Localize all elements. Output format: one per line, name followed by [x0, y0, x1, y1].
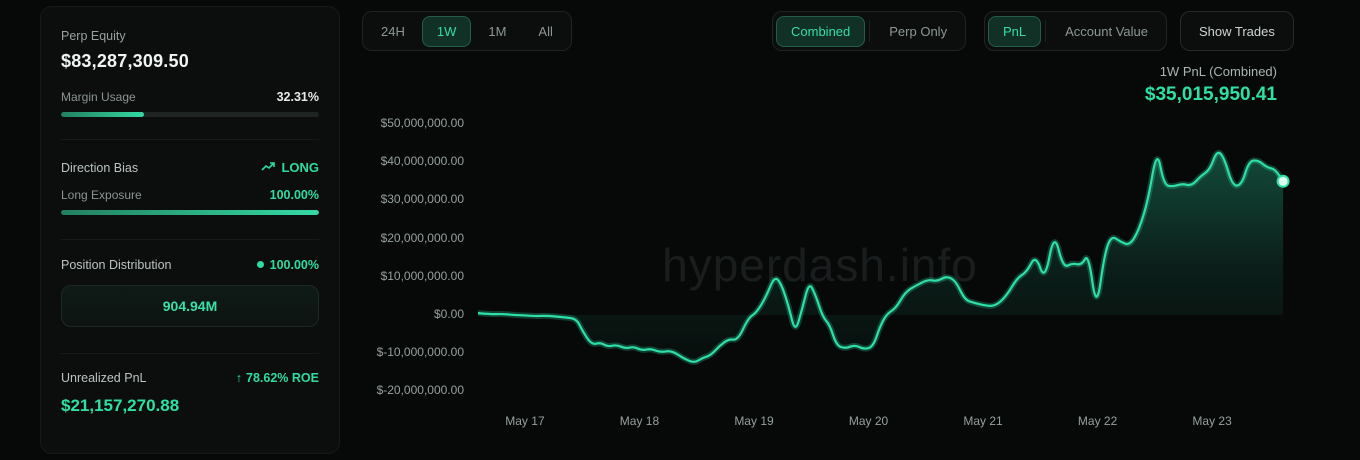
x-axis: May 17 May 18 May 19 May 20 May 21 May 22 May …: [0, 414, 1360, 434]
divider: [61, 139, 319, 140]
y-tick-label: $-10,000,000.00: [376, 345, 464, 360]
margin-usage-label: Margin Usage: [61, 90, 136, 104]
long-dot-icon: [256, 261, 264, 268]
chart-title: 1W PnL (Combined): [1159, 64, 1277, 79]
pnl-chart[interactable]: [478, 110, 1290, 402]
metric-account-value-button[interactable]: Account Value: [1050, 16, 1163, 47]
y-tick-label: $50,000,000.00: [380, 116, 464, 130]
y-tick-label: $20,000,000.00: [380, 230, 464, 245]
x-tick-label: May 22: [1077, 414, 1118, 428]
timeframe-1w-button[interactable]: 1W: [421, 15, 472, 47]
arrow-up-icon: ↑: [235, 371, 243, 385]
x-tick-label: May 18: [619, 414, 660, 428]
x-tick-label: May 19: [734, 414, 774, 428]
position-distribution-value: 100.00%: [256, 258, 319, 272]
y-axis: $50,000,000.00 $40,000,000.00 $30,000,000.…: [352, 0, 470, 460]
long-exposure-bar: [61, 210, 319, 215]
long-exposure-fill: [61, 210, 319, 215]
chart-header: 1W PnL (Combined) $35,015,950.41: [1145, 64, 1277, 106]
margin-usage-bar: [61, 112, 319, 117]
mode-perp-only-button[interactable]: Perp Only: [874, 16, 962, 47]
unrealized-roe: ↑ 78.62% ROE: [235, 371, 319, 385]
perp-equity-label: Perp Equity: [61, 29, 126, 43]
x-tick-label: May 21: [963, 414, 1003, 428]
stats-panel: Perp Equity $83,287,309.50 Margin Usage …: [40, 6, 340, 454]
chart-pnl-value: $35,015,950.41: [1144, 84, 1277, 105]
position-distribution-label: Position Distribution: [61, 258, 172, 272]
divider: [869, 20, 871, 42]
last-point-marker: [1276, 174, 1290, 188]
mode-combined-button[interactable]: Combined: [776, 15, 866, 47]
perp-equity-value: $83,287,309.50: [61, 51, 189, 71]
direction-bias-value: LONG: [261, 160, 319, 175]
timeframe-24h-button[interactable]: 24H: [366, 16, 420, 47]
x-tick-label: May 23: [1192, 414, 1232, 428]
divider: [61, 353, 319, 354]
divider: [61, 239, 319, 240]
x-tick-label: May 20: [848, 414, 889, 428]
margin-usage-fill: [61, 112, 145, 117]
divider: [1045, 20, 1047, 42]
pnl-area: [478, 152, 1284, 362]
trend-up-icon: [261, 160, 276, 175]
margin-usage-value: 32.31%: [276, 90, 319, 104]
timeframe-group: 24H 1W 1M All: [362, 11, 572, 51]
y-tick-label: $-20,000,000.00: [376, 383, 464, 398]
pnl-line: [478, 151, 1285, 363]
x-tick-label: May 17: [505, 414, 545, 428]
unrealized-pnl-value: $21,157,270.88: [61, 396, 180, 415]
position-size-segment[interactable]: 904.94M: [61, 285, 319, 327]
mode-toggle-group: Combined Perp Only: [772, 11, 967, 51]
y-tick-label: $0.00: [433, 307, 464, 321]
y-tick-label: $40,000,000.00: [380, 154, 464, 169]
direction-bias-label: Direction Bias: [61, 160, 139, 175]
timeframe-all-button[interactable]: All: [523, 16, 567, 47]
unrealized-pnl-label: Unrealized PnL: [61, 371, 147, 385]
y-tick-label: $30,000,000.00: [380, 192, 464, 207]
y-tick-label: $10,000,000.00: [380, 268, 464, 283]
metric-toggle-group: PnL Account Value: [984, 11, 1168, 51]
metric-pnl-button[interactable]: PnL: [988, 15, 1042, 47]
long-exposure-label: Long Exposure: [61, 188, 142, 202]
long-exposure-value: 100.00%: [269, 188, 319, 202]
show-trades-button[interactable]: Show Trades: [1180, 11, 1294, 51]
timeframe-1m-button[interactable]: 1M: [473, 16, 521, 47]
